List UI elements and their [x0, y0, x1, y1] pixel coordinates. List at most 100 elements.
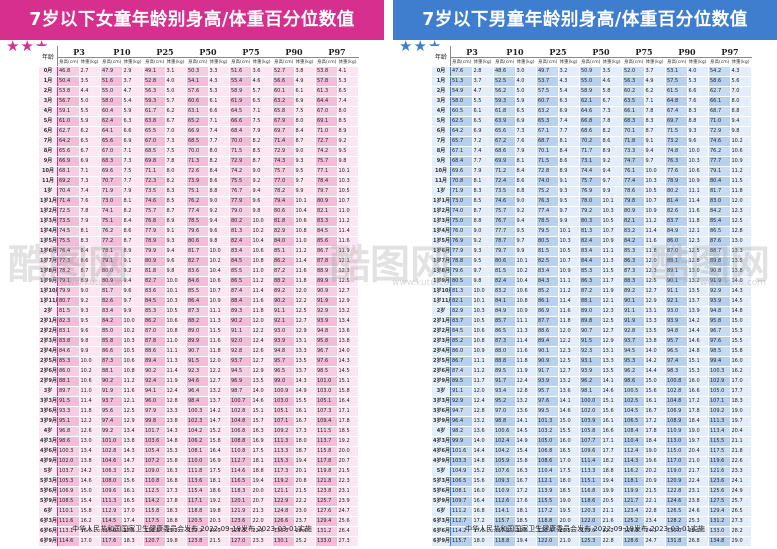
- height-cell: 99.8: [143, 416, 166, 427]
- weight-cell: 27.3: [336, 536, 359, 547]
- weight-cell: 8.1: [121, 196, 144, 207]
- weight-cell: 8.2: [121, 206, 144, 217]
- table-row: 2岁5月 85.3 10.0 87.3 10.6 89.4 11.3 91.5 12.0 93.7…: [38, 356, 359, 367]
- weight-cell: 21.5: [336, 466, 359, 477]
- height-cell: 83.2: [622, 226, 645, 237]
- height-cell: 127.5: [708, 496, 731, 507]
- weight-cell: 14.2: [207, 406, 230, 417]
- girls-table-body: 0月 46.8 2.7 47.9 2.9 49.1 3.1 50.3 3.3 51.6 3.6 52.…: [38, 66, 359, 547]
- weight-cell: 20.5: [600, 496, 623, 507]
- weight-subheader: 体重(kg): [207, 57, 230, 67]
- weight-cell: 7.3: [600, 106, 623, 117]
- height-cell: 83.8: [57, 336, 80, 347]
- weight-cell: 13.4: [121, 426, 144, 437]
- height-cell: 75.7: [579, 176, 602, 187]
- height-cell: 68.7: [708, 106, 731, 117]
- height-cell: 63.5: [622, 96, 645, 107]
- height-cell: 111.3: [100, 496, 123, 507]
- height-cell: 110.8: [229, 446, 252, 457]
- weight-cell: 9.2: [336, 136, 359, 147]
- height-cell: 109.4: [315, 416, 338, 427]
- height-subheader: 身高(cm): [493, 57, 516, 67]
- weight-cell: 8.4: [121, 216, 144, 227]
- height-cell: 111.8: [186, 466, 209, 477]
- height-cell: 83.4: [229, 246, 252, 257]
- weight-cell: 11.8: [729, 186, 752, 197]
- age-cell: 1岁: [431, 186, 451, 197]
- weight-cell: 14.0: [250, 386, 273, 397]
- weight-cell: 10.4: [250, 236, 273, 247]
- height-cell: 79.8: [622, 196, 645, 207]
- weight-cell: 7.1: [78, 166, 101, 177]
- table-row: 8月 65.6 6.7 67.0 7.1 68.5 7.5 70.0 8.0 71.5 8.5 72.…: [38, 146, 359, 157]
- weight-cell: 14.7: [207, 416, 230, 427]
- height-cell: 104.8: [229, 416, 252, 427]
- height-subheader: 身高(cm): [229, 57, 252, 67]
- height-cell: 67.1: [450, 146, 473, 157]
- height-cell: 71.0: [315, 126, 338, 137]
- age-cell: 4月: [38, 106, 58, 117]
- weight-cell: 11.8: [514, 356, 537, 367]
- age-cell: 3岁: [431, 386, 451, 397]
- weight-cell: 10.5: [121, 346, 144, 357]
- weight-cell: 8.8: [207, 186, 230, 197]
- height-cell: 81.7: [186, 246, 209, 257]
- height-cell: 61.5: [665, 86, 688, 97]
- weight-cell: 7.9: [471, 166, 494, 177]
- height-cell: 81.8: [272, 216, 295, 227]
- weight-cell: 9.9: [600, 186, 623, 197]
- height-cell: 47.9: [100, 66, 123, 77]
- watermark-url: www.kutu.com: [392, 278, 459, 288]
- weight-cell: 10.9: [557, 266, 580, 277]
- table-row: 3岁9月 95.1 12.2 97.4 12.9 99.8 13.8 102.3 14.7 104…: [38, 416, 359, 427]
- height-cell: 127.0: [229, 536, 252, 547]
- weight-cell: 21.5: [293, 486, 316, 497]
- height-cell: 73.1: [579, 156, 602, 167]
- height-cell: 84.9: [665, 226, 688, 237]
- height-cell: 91.1: [272, 306, 295, 317]
- height-cell: 87.3: [622, 266, 645, 277]
- height-cell: 52.7: [272, 66, 295, 77]
- weight-cell: 9.7: [514, 236, 537, 247]
- height-cell: 113.4: [708, 426, 731, 437]
- weight-cell: 10.8: [293, 226, 316, 237]
- weight-cell: 10.9: [207, 296, 230, 307]
- height-cell: 83.7: [450, 316, 473, 327]
- weight-cell: 10.1: [514, 256, 537, 267]
- weight-cell: 11.2: [121, 376, 144, 387]
- height-cell: 91.9: [622, 316, 645, 327]
- table-row: 2月 53.8 4.4 55.0 4.7 56.3 5.0 57.6 5.3 58.9 5.7 60.…: [38, 86, 359, 97]
- weight-cell: 7.3: [514, 126, 537, 137]
- height-cell: 74.1: [100, 206, 123, 217]
- percentile-header: P10: [493, 46, 537, 58]
- height-cell: 110.0: [186, 456, 209, 467]
- age-cell: 6岁9月: [431, 536, 451, 547]
- height-cell: 79.9: [57, 286, 80, 297]
- height-cell: 103.0: [272, 396, 295, 407]
- height-cell: 64.1: [100, 126, 123, 137]
- age-cell: 4岁: [431, 426, 451, 437]
- weight-cell: 4.6: [250, 76, 273, 87]
- weight-cell: 10.7: [600, 226, 623, 237]
- height-cell: 87.0: [665, 246, 688, 257]
- weight-cell: 11.9: [600, 286, 623, 297]
- height-cell: 117.3: [272, 466, 295, 477]
- height-cell: 90.1: [665, 276, 688, 287]
- age-cell: 3岁3月: [431, 396, 451, 407]
- age-cell: 1岁8月: [431, 266, 451, 277]
- height-cell: 106.9: [665, 406, 688, 417]
- weight-cell: 21.0: [686, 456, 709, 467]
- height-cell: 107.7: [579, 436, 602, 447]
- weight-cell: 19.6: [643, 456, 666, 467]
- height-cell: 63.1: [186, 106, 209, 117]
- age-cell: 3岁9月: [431, 416, 451, 427]
- weight-cell: 11.0: [293, 236, 316, 247]
- weight-cell: 11.3: [207, 316, 230, 327]
- height-cell: 121.8: [315, 476, 338, 487]
- weight-cell: 13.7: [686, 296, 709, 307]
- height-cell: 58.0: [100, 96, 123, 107]
- height-cell: 82.9: [272, 226, 295, 237]
- height-cell: 69.2: [57, 176, 80, 187]
- weight-cell: 8.5: [471, 196, 494, 207]
- table-row: 3月 56.7 5.0 58.0 5.4 59.3 5.7 60.6 6.1 61.9 6.5 63.…: [38, 96, 359, 107]
